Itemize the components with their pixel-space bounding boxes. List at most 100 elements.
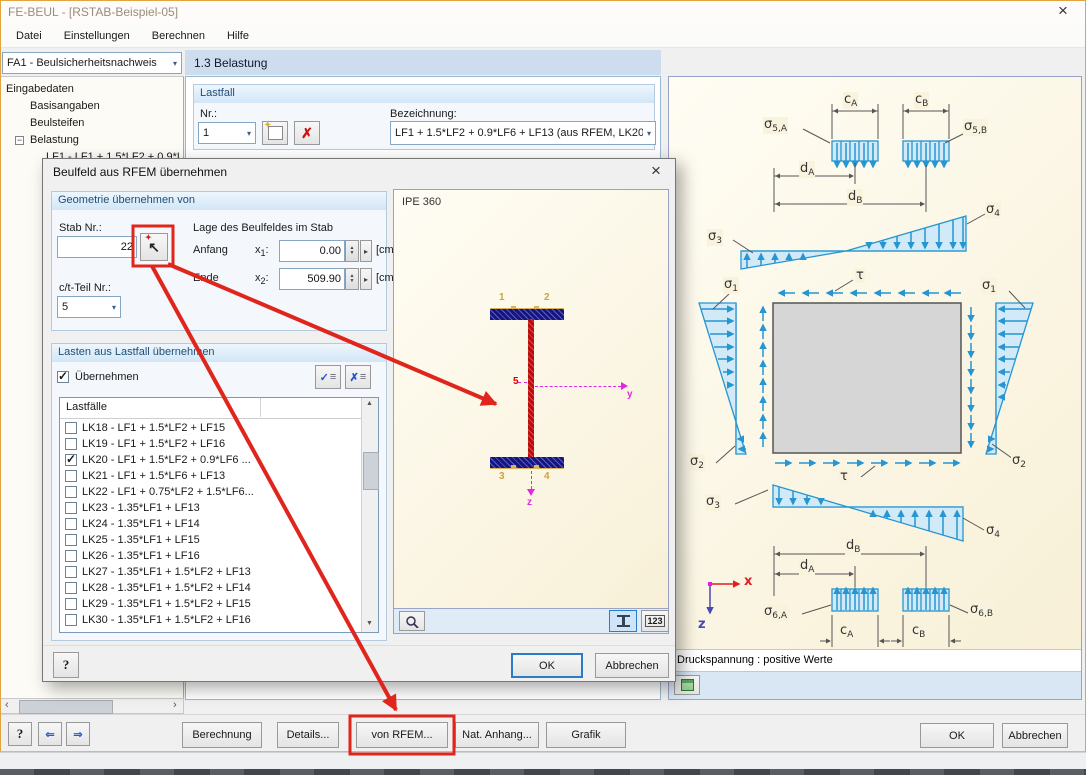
lastfall-item[interactable]: LK29 - 1.35*LF1 + 1.5*LF2 + LF15 [60,596,360,612]
ipe-web-highlighted[interactable] [528,319,534,457]
x1-expand-button[interactable]: ▸ [360,240,372,262]
uebernehmen-checkbox[interactable] [57,369,69,383]
main-ok-button[interactable]: OK [920,723,994,748]
item-checkbox[interactable] [65,452,77,466]
tree-collapse-icon[interactable]: − [15,135,24,145]
bezeichnung-combo[interactable]: LF1 + 1.5*LF2 + 0.9*LF6 + LF13 (aus RFEM… [390,121,656,145]
check-all-button[interactable]: ✓ ≡ [315,365,341,389]
item-checkbox[interactable] [65,550,77,562]
dim-label-ca-top: cA [843,92,859,109]
case-selector[interactable]: FA1 - Beulsicherheitsnachweis ▾ [2,52,182,74]
table-icon [680,679,694,691]
next-module-button[interactable]: ⇒ [66,722,90,746]
x1-unit: [cm] [376,244,397,256]
tree-item-basisangaben[interactable]: Basisangaben [30,100,100,112]
scroll-down-icon[interactable]: ▼ [366,620,373,627]
help-button[interactable]: ? [8,722,32,746]
ipe-top-flange[interactable] [490,308,564,320]
nat-anhang-button[interactable]: Nat. Anhang... [455,722,539,748]
delete-loadcase-button[interactable]: ✗ [294,121,320,145]
lastfall-item[interactable]: LK25 - 1.35*LF1 + LF15 [60,532,360,548]
item-checkbox[interactable] [65,598,77,610]
details-button[interactable]: Details... [277,722,339,748]
new-loadcase-button[interactable]: ✦ [262,120,288,145]
zoom-button[interactable] [399,611,425,631]
ct-combo[interactable]: 5 ▾ [57,296,121,318]
menu-hilfe[interactable]: Hilfe [226,29,249,42]
lastfall-nr-combo[interactable]: 1 ▾ [198,122,256,144]
item-checkbox[interactable] [65,486,77,498]
graphic-toolbar: 123 [394,608,669,633]
case-selector-value: FA1 - Beulsicherheitsnachweis [7,57,157,69]
item-checkbox[interactable] [65,566,77,578]
x1-spinner[interactable]: ▲ ▼ [345,240,359,262]
diagram-settings-button[interactable] [674,675,700,695]
lastfall-item[interactable]: LK27 - 1.35*LF1 + 1.5*LF2 + LF13 [60,564,360,580]
x2-spinner[interactable]: ▲ ▼ [345,268,359,290]
list-icon: ≡ [329,371,337,383]
item-checkbox[interactable] [65,502,77,514]
list-vscrollbar[interactable]: ▲ ▼ [361,398,379,632]
tree-item-belastung[interactable]: Belastung [30,134,79,146]
dialog-title: Beulfeld aus RFEM übernehmen [53,165,228,179]
berechnung-button[interactable]: Berechnung [182,722,262,748]
uncheck-all-button[interactable]: ✗ ≡ [345,365,371,389]
menu-datei[interactable]: Datei [16,29,42,42]
lastfall-item[interactable]: LK24 - 1.35*LF1 + LF14 [60,516,360,532]
main-cancel-button[interactable]: Abbrechen [1002,723,1068,748]
section-title: 1.3 Belastung [194,55,268,70]
ipe-bottom-flange[interactable] [490,457,564,469]
scroll-left-icon[interactable]: ‹ [5,699,9,711]
i-section-icon [616,615,630,617]
section-view-button[interactable] [609,610,637,632]
numbering-button[interactable]: 123 [641,610,669,632]
lastfall-item[interactable]: LK22 - LF1 + 0.75*LF2 + 1.5*LF6... [60,484,360,500]
dialog-cancel-button[interactable]: Abbrechen [595,653,669,678]
stab-input[interactable] [57,236,137,258]
title-bar[interactable]: FE-BEUL - [RSTAB-Beispiel-05] × [0,0,1086,25]
x1-input[interactable] [279,240,345,262]
lastfall-item[interactable]: LK19 - LF1 + 1.5*LF2 + LF16 [60,436,360,452]
item-checkbox[interactable] [65,614,77,626]
lastfall-item[interactable]: LK28 - 1.35*LF1 + 1.5*LF2 + LF14 [60,580,360,596]
expand-right-icon: ▸ [363,246,368,256]
pick-member-button[interactable]: ↖ ✦ [140,233,168,261]
dialog-title-bar[interactable]: Beulfeld aus RFEM übernehmen × [43,159,675,185]
item-checkbox[interactable] [65,518,77,530]
item-checkbox[interactable] [65,534,77,546]
von-rfem-button[interactable]: von RFEM... [356,722,448,748]
tree-item-beulsteifen[interactable]: Beulsteifen [30,117,85,129]
item-checkbox[interactable] [65,438,77,450]
lastfall-item[interactable]: LK20 - LF1 + 1.5*LF2 + 0.9*LF6 ... [60,452,360,468]
window-close-icon[interactable]: × [1058,1,1068,20]
scroll-right-icon[interactable]: › [173,699,177,711]
dim-label-ca-bottom: cA [839,623,855,640]
scrollbar-thumb[interactable] [19,700,113,714]
tree-hscrollbar[interactable]: ‹ › [0,698,184,714]
scrollbar-thumb[interactable] [363,452,379,490]
zoom-icon [406,615,419,628]
dialog-help-button[interactable]: ? [53,652,79,678]
section-name: IPE 360 [402,196,442,208]
prev-module-button[interactable]: ⇐ [38,722,62,746]
item-checkbox[interactable] [65,582,77,594]
dialog-close-icon[interactable]: × [651,161,661,180]
lastfall-item[interactable]: LK21 - LF1 + 1.5*LF6 + LF13 [60,468,360,484]
lastfall-item[interactable]: LK26 - 1.35*LF1 + LF16 [60,548,360,564]
item-checkbox[interactable] [65,470,77,482]
menu-einstellungen[interactable]: Einstellungen [63,29,130,42]
axis-dash [518,382,527,383]
list-header: Lastfälle [66,401,107,413]
scroll-up-icon[interactable]: ▲ [366,400,373,407]
lastfall-item[interactable]: LK23 - 1.35*LF1 + LF13 [60,500,360,516]
menu-berechnen[interactable]: Berechnen [151,29,205,42]
axis-x-label: x [744,574,753,589]
x2-input[interactable] [279,268,345,290]
tree-root[interactable]: Eingabedaten [6,83,74,95]
grafik-button[interactable]: Grafik [546,722,626,748]
x2-expand-button[interactable]: ▸ [360,268,372,290]
lastfall-item[interactable]: LK18 - LF1 + 1.5*LF2 + LF15 [60,420,360,436]
dialog-ok-button[interactable]: OK [511,653,583,678]
item-checkbox[interactable] [65,422,77,434]
lastfall-item[interactable]: LK30 - 1.35*LF1 + 1.5*LF2 + LF16 [60,612,360,628]
